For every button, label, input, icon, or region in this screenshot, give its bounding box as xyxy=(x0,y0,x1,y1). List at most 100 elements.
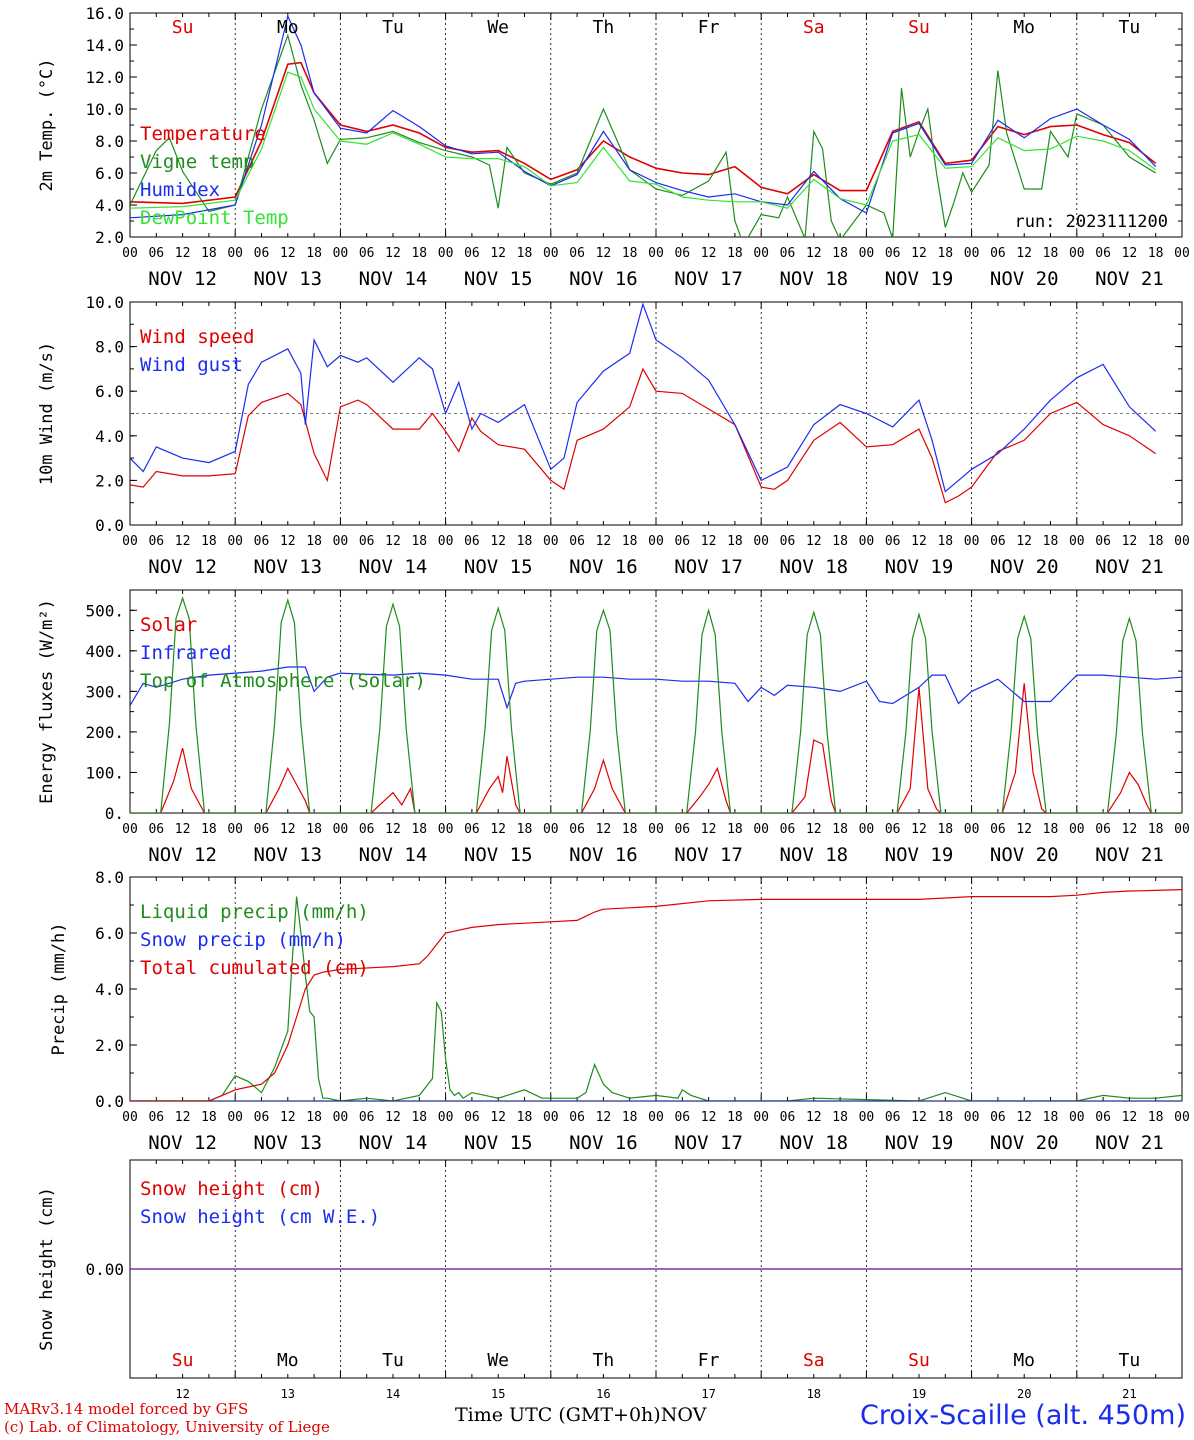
hour-tick-label: 12 xyxy=(701,246,717,261)
date-label: NOV 14 xyxy=(359,556,428,578)
day-name-label: Su xyxy=(172,17,194,38)
hour-tick-label: 18 xyxy=(622,822,638,837)
date-label: NOV 21 xyxy=(1095,1132,1164,1154)
date-label: NOV 13 xyxy=(253,556,322,578)
hour-tick-label: 00 xyxy=(543,1110,559,1125)
hour-tick-label: 00 xyxy=(648,246,664,261)
hour-tick-label: 06 xyxy=(569,1110,585,1125)
hour-tick-label: 18 xyxy=(306,1110,322,1125)
hour-tick-label: 18 xyxy=(937,534,953,549)
series-line-solar xyxy=(130,683,1182,813)
hour-tick-label: 00 xyxy=(1069,534,1085,549)
hour-tick-label: 12 xyxy=(806,534,822,549)
legend-entry: Snow height (cm) xyxy=(140,1178,323,1200)
hour-tick-label: 00 xyxy=(753,822,769,837)
hour-tick-label: 18 xyxy=(1043,534,1059,549)
hour-tick-label: 00 xyxy=(964,246,980,261)
day-name-label: Mo xyxy=(1013,1350,1035,1371)
hour-tick-label: 00 xyxy=(438,1110,454,1125)
hour-tick-label: 00 xyxy=(859,1110,875,1125)
panel-2: 0.0 2.0 4.0 6.0 8.0 10.0 10m Wind (m/s) Wind sp… xyxy=(37,293,1190,578)
hour-tick-label: 18 xyxy=(622,246,638,261)
date-label: NOV 16 xyxy=(569,1132,638,1154)
legend-entry: Snow precip (mm/h) xyxy=(140,929,346,951)
hour-tick-label: 18 xyxy=(832,246,848,261)
date-label: NOV 14 xyxy=(359,1132,428,1154)
hour-tick-label: 18 xyxy=(411,246,427,261)
hour-tick-label: 12 xyxy=(175,1110,191,1125)
date-label: NOV 12 xyxy=(148,556,217,578)
hour-tick-label: 00 xyxy=(1174,822,1190,837)
hour-tick-label: 06 xyxy=(885,534,901,549)
hour-tick-label: 06 xyxy=(885,246,901,261)
hour-tick-label: 12 xyxy=(175,534,191,549)
hour-tick-label: 18 xyxy=(727,534,743,549)
hour-tick-label: 00 xyxy=(1174,534,1190,549)
hour-tick-label: 18 xyxy=(411,822,427,837)
day-name-label: Tu xyxy=(1119,17,1141,38)
date-label: NOV 16 xyxy=(569,556,638,578)
y-tick-label: 12.0 xyxy=(85,68,124,87)
legend-entry: Total cumulated (cm) xyxy=(140,957,369,979)
hour-tick-label: 12 xyxy=(911,1110,927,1125)
date-label: NOV 15 xyxy=(464,1132,533,1154)
hour-tick-label: 06 xyxy=(464,822,480,837)
y-tick-label: 10.0 xyxy=(85,293,124,312)
series-line-vigne-temp xyxy=(130,33,1157,237)
hour-tick-label: 18 xyxy=(937,246,953,261)
hour-tick-label: 12 xyxy=(385,822,401,837)
hour-tick-label: 00 xyxy=(543,534,559,549)
hour-tick-label: 06 xyxy=(780,246,796,261)
day-number-label: 21 xyxy=(1122,1387,1136,1401)
hour-tick-label: 00 xyxy=(753,1110,769,1125)
y-tick-label: 0.0 xyxy=(95,1092,124,1111)
y-tick-label: 6.0 xyxy=(95,924,124,943)
date-label: NOV 21 xyxy=(1095,844,1164,866)
y-axis-label: Precip (mm/h) xyxy=(49,922,69,1055)
date-label: NOV 15 xyxy=(464,556,533,578)
hour-tick-label: 06 xyxy=(885,822,901,837)
hour-tick-label: 06 xyxy=(148,822,164,837)
date-label: NOV 15 xyxy=(464,844,533,866)
hour-tick-label: 12 xyxy=(490,1110,506,1125)
hour-tick-label: 12 xyxy=(490,534,506,549)
date-label: NOV 17 xyxy=(674,556,743,578)
series-line-infrared xyxy=(130,666,1182,710)
date-label: NOV 18 xyxy=(779,1132,848,1154)
hour-tick-label: 00 xyxy=(122,822,138,837)
hour-tick-label: 06 xyxy=(464,246,480,261)
hour-tick-label: 12 xyxy=(280,534,296,549)
hour-tick-label: 12 xyxy=(596,246,612,261)
day-number-label: 20 xyxy=(1017,1387,1031,1401)
hour-tick-label: 00 xyxy=(438,534,454,549)
date-label: NOV 20 xyxy=(990,1132,1059,1154)
y-tick-label: 4.0 xyxy=(95,196,124,215)
hour-tick-label: 06 xyxy=(1095,822,1111,837)
date-label: NOV 18 xyxy=(779,844,848,866)
date-label: NOV 17 xyxy=(674,844,743,866)
hour-tick-label: 00 xyxy=(333,822,349,837)
y-tick-label: 2.0 xyxy=(95,1036,124,1055)
hour-tick-label: 12 xyxy=(280,246,296,261)
date-label: NOV 13 xyxy=(253,1132,322,1154)
hour-tick-label: 06 xyxy=(990,534,1006,549)
hour-tick-label: 18 xyxy=(622,534,638,549)
hour-tick-label: 00 xyxy=(964,822,980,837)
y-tick-label: 2.0 xyxy=(95,228,124,247)
hour-tick-label: 12 xyxy=(1122,534,1138,549)
hour-tick-label: 18 xyxy=(937,1110,953,1125)
series-line-wind-gust xyxy=(130,302,1157,493)
day-name-label: Mo xyxy=(1013,17,1035,38)
hour-tick-label: 00 xyxy=(859,822,875,837)
model-credit-line1: MARv3.14 model forced by GFS xyxy=(4,1400,249,1418)
date-label: NOV 20 xyxy=(990,844,1059,866)
y-tick-label: 200. xyxy=(85,723,124,742)
day-number-label: 16 xyxy=(596,1387,610,1401)
hour-tick-label: 06 xyxy=(359,1110,375,1125)
y-tick-label: 400. xyxy=(85,642,124,661)
hour-tick-label: 12 xyxy=(911,534,927,549)
day-number-label: 15 xyxy=(491,1387,505,1401)
date-label: NOV 18 xyxy=(779,556,848,578)
y-tick-label: 100. xyxy=(85,763,124,782)
